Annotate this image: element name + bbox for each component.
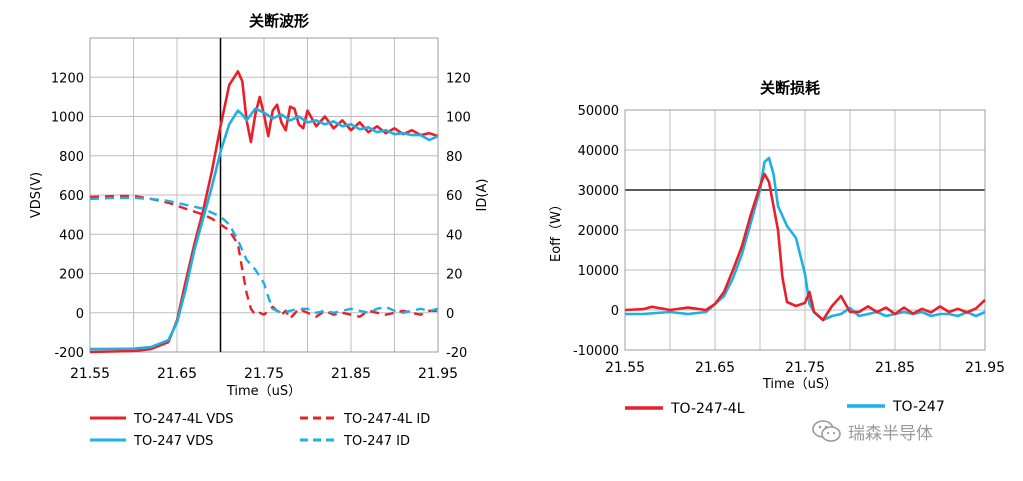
chart2-title: 关断损耗 bbox=[760, 79, 820, 97]
chart2-xtick-label: 21.95 bbox=[965, 360, 1005, 376]
chart1-ytick-label: 1000 bbox=[51, 111, 84, 126]
chart1-xtick-label: 21.85 bbox=[331, 366, 371, 382]
chart2-ytick-label: 30000 bbox=[578, 184, 619, 199]
chart2-plot-frame bbox=[624, 109, 986, 351]
chart2-legend-label: TO-247-4L bbox=[670, 401, 745, 417]
chart1-y2tick-label: 0 bbox=[446, 307, 454, 322]
chart1-plot-frame bbox=[89, 37, 439, 353]
chart2-xtick-label: 21.55 bbox=[605, 360, 645, 376]
chart1-xtick-label: 21.55 bbox=[70, 366, 110, 382]
chart1-y2tick-label: 20 bbox=[446, 268, 463, 283]
chart1-y2tick-label: -20 bbox=[446, 346, 467, 361]
chart1-yaxis-label: VDS(V) bbox=[29, 172, 44, 218]
chart1-y2tick-label: 40 bbox=[446, 228, 463, 243]
chart2-xtick-label: 21.65 bbox=[695, 360, 735, 376]
chart1-y2tick-label: 100 bbox=[446, 111, 471, 126]
chart1-series-to-247-vds bbox=[89, 107, 439, 351]
chart1-series-to-247-4l-vds bbox=[89, 70, 439, 354]
chart1-series-to-247-4l-id bbox=[89, 194, 438, 320]
chart2-yaxis-label: Eoff（W） bbox=[549, 198, 564, 262]
chart1-ytick-label: -200 bbox=[54, 346, 84, 361]
chart1-ytick-label: 600 bbox=[59, 189, 84, 204]
chart1-ytick-label: 1200 bbox=[51, 71, 84, 86]
chart1-legend-label: TO-247 VDS bbox=[133, 434, 213, 449]
chart1-xtick-label: 21.75 bbox=[244, 366, 284, 382]
watermark-text: 瑞森半导体 bbox=[848, 423, 933, 444]
chart1-ytick-label: 400 bbox=[59, 228, 84, 243]
chart1-legend-label: TO-247-4L VDS bbox=[133, 412, 234, 427]
chart2-ytick-label: 10000 bbox=[578, 264, 619, 279]
chart1-y2axis-label: ID(A) bbox=[475, 179, 490, 212]
chart1-y2tick-label: 120 bbox=[446, 71, 471, 86]
chart1-title: 关断波形 bbox=[249, 12, 309, 30]
chart2-ytick-label: 40000 bbox=[578, 144, 619, 159]
chart2-legend-label: TO-247 bbox=[892, 399, 945, 415]
wechat-icon bbox=[812, 420, 841, 442]
chart2-xaxis-label: Time（uS） bbox=[762, 377, 837, 392]
chart2-ytick-label: 50000 bbox=[578, 104, 619, 119]
chart1-xtick-label: 21.95 bbox=[418, 366, 458, 382]
chart2-ytick-label: 20000 bbox=[578, 224, 619, 239]
chart1-ytick-label: 0 bbox=[76, 307, 84, 322]
watermark: 瑞森半导体 bbox=[812, 416, 933, 446]
chart2-ytick-label: -10000 bbox=[573, 344, 619, 359]
chart1-xtick-label: 21.65 bbox=[157, 366, 197, 382]
chart2-ytick-label: 0 bbox=[611, 304, 619, 319]
chart2-xtick-label: 21.75 bbox=[785, 360, 825, 376]
chart1-ytick-label: 800 bbox=[59, 150, 84, 165]
chart2-series-to-247-4l bbox=[624, 172, 986, 322]
chart2-xtick-label: 21.85 bbox=[875, 360, 915, 376]
chart1-y2tick-label: 80 bbox=[446, 150, 463, 165]
chart1-y2tick-label: 60 bbox=[446, 189, 463, 204]
chart1-legend-label: TO-247-4L ID bbox=[343, 412, 430, 427]
chart1-ytick-label: 200 bbox=[59, 268, 84, 283]
chart1-xaxis-label: Time（uS） bbox=[226, 384, 301, 399]
chart1-series-to-247-id bbox=[89, 196, 439, 314]
chart1-legend-label: TO-247 ID bbox=[343, 434, 410, 449]
